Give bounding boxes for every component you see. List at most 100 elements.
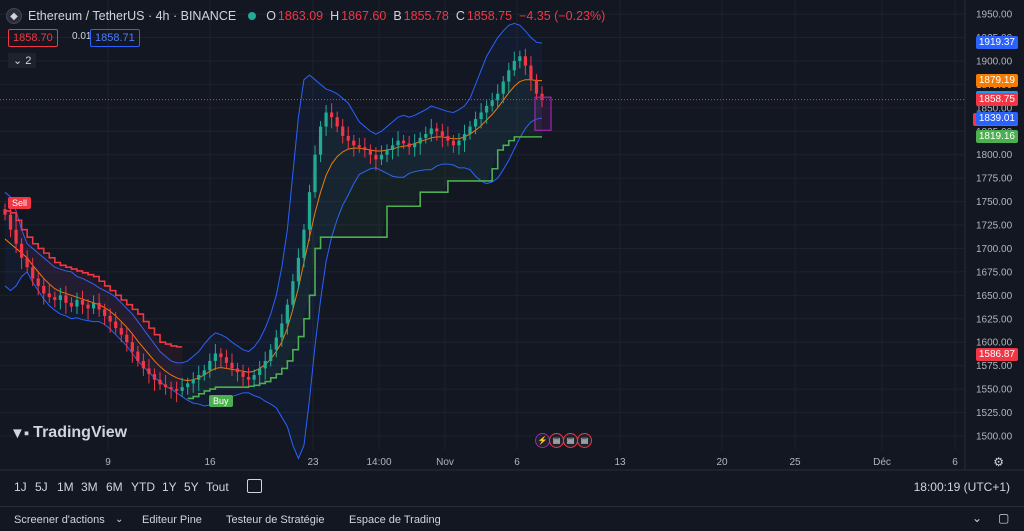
y-tick-label: 1750.00 xyxy=(976,197,1013,208)
candle-body xyxy=(307,192,312,230)
y-tick-label: 1700.00 xyxy=(976,244,1013,255)
lower-band-line xyxy=(4,117,543,460)
price-axis-tag: 1858.75 xyxy=(975,93,1018,107)
candle-body xyxy=(418,137,422,144)
calendar-icon[interactable] xyxy=(247,479,262,493)
ethereum-icon: ◆ xyxy=(6,8,22,24)
timeframe-1M[interactable]: 1M xyxy=(57,480,74,494)
event-us-flag-icon[interactable]: ▤ xyxy=(563,433,578,448)
symbol-title[interactable]: Ethereum / TetherUS · 4h · BINANCE xyxy=(28,9,237,23)
gear-icon[interactable]: ⚙ xyxy=(993,455,1004,469)
candle-body xyxy=(318,126,323,155)
x-tick-label: 16 xyxy=(204,457,216,468)
candle-body xyxy=(374,154,378,160)
timeframe-3M[interactable]: 3M xyxy=(81,480,98,494)
candle-body xyxy=(357,145,361,148)
candle-body xyxy=(291,281,295,305)
spread-value: 0.01 xyxy=(72,31,92,42)
candle-body xyxy=(413,143,417,148)
candle-body xyxy=(75,300,79,307)
candle-body xyxy=(235,368,240,373)
maximize-icon[interactable]: ▢ xyxy=(998,511,1010,525)
candle-body xyxy=(385,150,389,155)
candle-body xyxy=(36,278,40,286)
buy-signal: Buy xyxy=(209,395,233,407)
candle-body xyxy=(269,349,273,361)
x-tick-label: Nov xyxy=(436,457,454,468)
time-readout[interactable]: 18:00:19 (UTC+1) xyxy=(913,480,1010,494)
y-tick-label: 1775.00 xyxy=(976,174,1013,185)
tab-pine-editor[interactable]: Editeur Pine xyxy=(142,514,202,526)
timeframe-1J[interactable]: 1J xyxy=(14,480,27,494)
chevron-down-icon[interactable]: ⌄ xyxy=(115,514,124,525)
candle-body xyxy=(529,65,533,80)
price-axis-tag: 1819.16 xyxy=(975,130,1018,144)
x-tick-label: 23 xyxy=(307,457,319,468)
candle-body xyxy=(335,117,339,127)
y-tick-label: 1500.00 xyxy=(976,431,1013,442)
candle-body xyxy=(219,353,223,358)
projection-box xyxy=(534,96,552,131)
timeframe-all[interactable]: Tout xyxy=(206,480,229,494)
timeframe-5J[interactable]: 5J xyxy=(35,480,48,494)
candle-body xyxy=(163,384,168,388)
upper-band-line xyxy=(4,22,543,364)
candle-body xyxy=(191,379,195,384)
tab-strategy-tester[interactable]: Testeur de Stratégie xyxy=(226,514,325,526)
tab-stock-screener[interactable]: Screener d'actions xyxy=(14,514,105,526)
candle-body xyxy=(224,357,229,363)
candle-body xyxy=(473,119,478,127)
event-flash-icon[interactable]: ⚡ xyxy=(535,433,550,448)
candle-body xyxy=(136,351,140,361)
y-tick-label: 1725.00 xyxy=(976,221,1013,232)
candle-body xyxy=(241,372,245,377)
candle-body xyxy=(20,243,24,258)
open-value: 1863.09 xyxy=(277,9,324,23)
indicators-toggle[interactable]: ⌄ 2 xyxy=(8,53,37,68)
price-axis-tag: 1839.01 xyxy=(975,111,1018,125)
timeframe-5Y[interactable]: 5Y xyxy=(184,480,199,494)
sell-price-button[interactable]: 1858.70 xyxy=(8,29,58,47)
candle-body xyxy=(25,257,29,268)
price-axis-tag: 1586.87 xyxy=(975,347,1018,361)
candle-body xyxy=(64,295,68,303)
x-tick-label: 20 xyxy=(716,457,728,468)
candle-body xyxy=(451,140,456,146)
candle-body xyxy=(285,304,289,324)
candle-body xyxy=(274,337,278,350)
candle-body xyxy=(435,128,439,132)
minimize-icon[interactable]: ⌄ xyxy=(972,511,983,525)
y-tick-label: 1950.00 xyxy=(976,10,1013,21)
low-value: 1855.78 xyxy=(403,9,449,23)
candle-body xyxy=(368,150,372,155)
candle-body xyxy=(103,309,107,316)
candle-body xyxy=(213,353,217,361)
candle-body xyxy=(147,368,151,375)
candle-body xyxy=(496,93,500,101)
candle-body xyxy=(246,376,251,380)
buy-price-button[interactable]: 1858.71 xyxy=(90,29,140,47)
x-tick-label: Déc xyxy=(873,457,891,468)
tab-trading-panel[interactable]: Espace de Trading xyxy=(349,514,441,526)
candle-body xyxy=(202,370,206,375)
timeframe-YTD[interactable]: YTD xyxy=(131,480,155,494)
timeframe-bar: 1J 5J 1M 3M 6M YTD 1Y 5Y Tout xyxy=(0,476,1024,498)
candle-body xyxy=(457,140,461,146)
event-us-flag-icon[interactable]: ▤ xyxy=(549,433,564,448)
chevron-down-icon: ⌄ xyxy=(13,55,23,67)
candle-body xyxy=(485,105,489,113)
candle-body xyxy=(53,297,57,300)
candle-body xyxy=(346,135,350,141)
y-tick-label: 1800.00 xyxy=(976,150,1013,161)
timeframe-6M[interactable]: 6M xyxy=(106,480,123,494)
candle-body xyxy=(523,56,527,66)
open-label: O xyxy=(266,9,276,23)
event-us-flag-icon[interactable]: ▤ xyxy=(577,433,592,448)
candle-body xyxy=(396,140,400,146)
y-tick-label: 1525.00 xyxy=(976,408,1013,419)
candle-body xyxy=(258,368,262,375)
candle-body xyxy=(401,140,406,144)
timeframe-1Y[interactable]: 1Y xyxy=(162,480,177,494)
candle-body xyxy=(114,321,118,329)
